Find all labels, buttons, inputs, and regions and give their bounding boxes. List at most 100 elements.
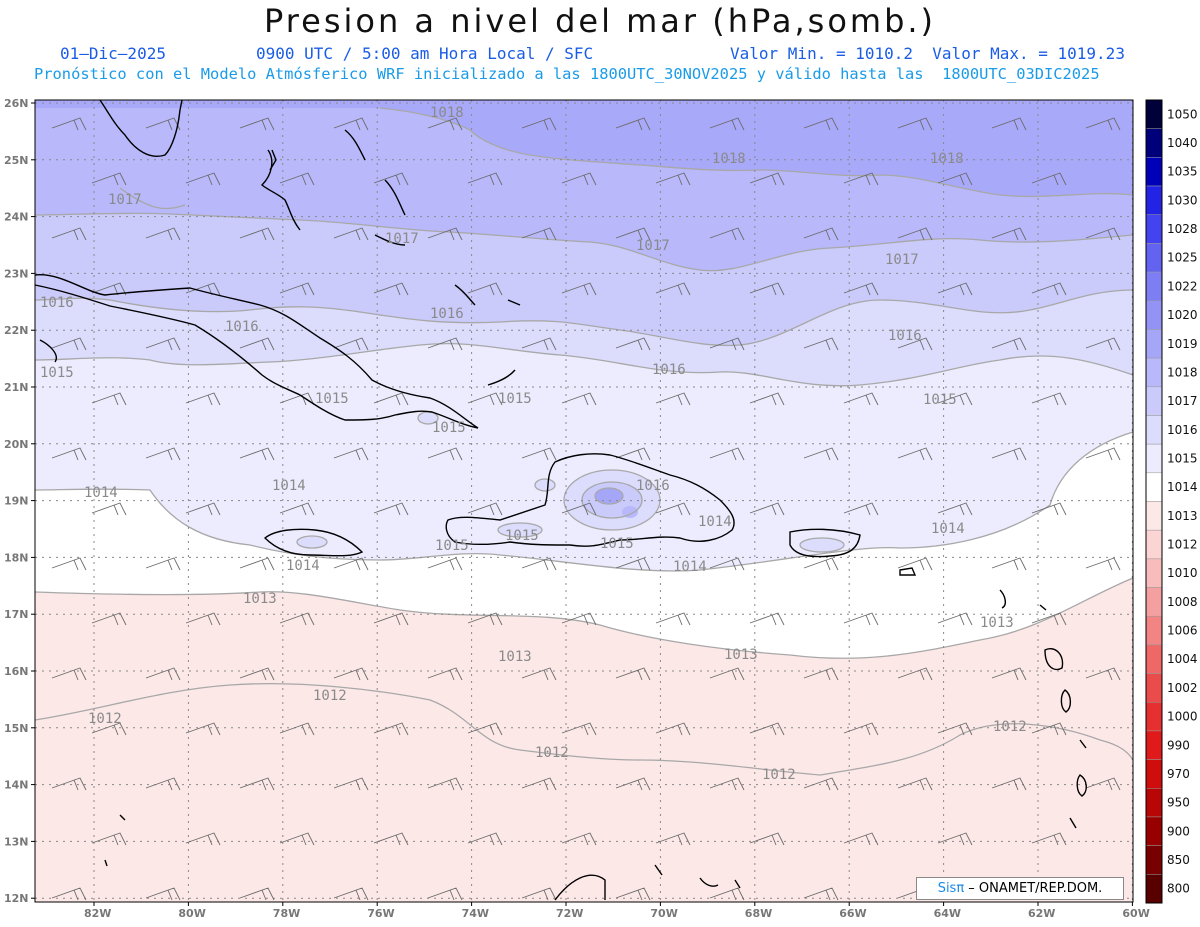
wind-barb xyxy=(843,392,879,406)
wind-barb xyxy=(1031,172,1067,186)
colorbar-swatch xyxy=(1145,644,1163,674)
wind-barb xyxy=(655,282,691,296)
min-max-values: Valor Min. = 1010.2 Valor Max. = 1019.23 xyxy=(730,44,1125,63)
colorbar-swatch xyxy=(1145,243,1163,273)
wind-barb xyxy=(279,502,315,516)
colorbar-swatch xyxy=(1145,300,1163,330)
lat-label: 12N xyxy=(4,892,29,905)
colorbar-swatch xyxy=(1145,529,1163,560)
wind-barb xyxy=(655,392,691,406)
colorbar-swatch xyxy=(1145,329,1163,359)
colorbar-label: 1002 xyxy=(1167,681,1198,695)
wind-barb xyxy=(937,172,973,186)
wind-barb xyxy=(749,282,785,296)
isobar-label: 1014 xyxy=(84,485,118,501)
wind-barb xyxy=(803,227,839,241)
isobar-label: 1017 xyxy=(885,252,919,268)
wind-barb xyxy=(145,337,181,351)
wind-barb xyxy=(427,447,463,461)
wind-barb xyxy=(51,777,87,791)
colorbar-swatch xyxy=(1145,874,1163,904)
lat-label: 22N xyxy=(4,324,29,337)
wind-barb xyxy=(279,282,315,296)
colorbar-swatch xyxy=(1145,357,1163,388)
lat-label: 24N xyxy=(4,211,29,224)
isobar-label: 1013 xyxy=(243,591,277,607)
lat-label: 23N xyxy=(4,267,29,280)
colorbar-label: 1040 xyxy=(1167,136,1198,150)
wind-barb xyxy=(333,557,369,571)
wind-barb xyxy=(655,172,691,186)
map-title: Presion a nivel del mar (hPa,somb.) xyxy=(263,2,937,40)
wind-barb xyxy=(185,172,221,186)
lon-label: 76W xyxy=(367,907,394,920)
colorbar-swatch xyxy=(1145,702,1163,732)
wind-barb xyxy=(561,172,597,186)
lat-label: 15N xyxy=(4,722,29,735)
isobar-label: 1015 xyxy=(600,536,634,552)
wind-barb xyxy=(897,557,933,571)
wind-barb xyxy=(333,227,369,241)
wind-barb xyxy=(145,557,181,571)
wind-barb xyxy=(373,612,409,626)
wind-barb xyxy=(1085,777,1121,791)
wind-barb xyxy=(239,337,275,351)
wind-barb xyxy=(467,502,503,516)
wind-barb xyxy=(749,832,785,846)
wind-barb xyxy=(991,227,1027,241)
wind-barb xyxy=(1031,392,1067,406)
lon-label: 60W xyxy=(1122,907,1149,920)
colorbar-label: 950 xyxy=(1167,796,1190,810)
wind-barb xyxy=(937,832,973,846)
colorbar-swatch xyxy=(1145,128,1163,158)
wind-barb xyxy=(239,887,275,901)
wind-barb xyxy=(937,722,973,736)
wind-barb xyxy=(803,887,839,901)
wind-barb xyxy=(937,392,973,406)
wind-barb xyxy=(279,722,315,736)
colorbar-swatch xyxy=(1145,615,1163,646)
colorbar-swatch xyxy=(1145,845,1163,875)
wind-barb xyxy=(561,722,597,736)
colorbar-label: 1018 xyxy=(1167,365,1198,379)
wind-barb xyxy=(333,117,369,131)
colorbar-swatch xyxy=(1145,788,1163,818)
wind-barb xyxy=(615,557,651,571)
wind-barb xyxy=(709,447,745,461)
wind-barb xyxy=(615,117,651,131)
isobar-label: 1013 xyxy=(498,649,532,665)
isobar-label: 1015 xyxy=(435,538,469,554)
isobar-label: 1017 xyxy=(385,231,419,247)
wind-barb xyxy=(279,832,315,846)
lat-label: 16N xyxy=(4,665,29,678)
colorbar-swatch xyxy=(1145,185,1163,215)
wind-barb xyxy=(51,667,87,681)
colorbar-label: 1019 xyxy=(1167,337,1198,351)
wind-barb xyxy=(185,722,221,736)
lat-label: 25N xyxy=(4,154,29,167)
colorbar-label: 1025 xyxy=(1167,251,1198,265)
wind-barb xyxy=(521,557,557,571)
isobar-label: 1012 xyxy=(88,711,122,727)
wind-barb xyxy=(709,337,745,351)
wind-barb xyxy=(803,447,839,461)
credit-box: Sisπ – ONAMET/REP.DOM. xyxy=(916,877,1124,900)
isobar-label: 1015 xyxy=(315,391,349,407)
wind-barb xyxy=(239,777,275,791)
wind-barb xyxy=(655,502,691,516)
colorbar-swatch xyxy=(1145,501,1163,531)
wind-barb xyxy=(803,337,839,351)
wind-barb xyxy=(561,832,597,846)
colorbar-label: 1028 xyxy=(1167,222,1198,236)
wind-barb xyxy=(333,777,369,791)
colorbar-label: 1012 xyxy=(1167,538,1198,552)
colorbar-swatch xyxy=(1145,759,1163,789)
wind-barb xyxy=(521,117,557,131)
colorbar-swatch xyxy=(1145,99,1163,129)
wind-barb xyxy=(467,282,503,296)
colorbar-label: 1004 xyxy=(1167,652,1198,666)
isobar-label: 1016 xyxy=(652,362,686,378)
isobar-label: 1014 xyxy=(286,558,320,574)
lon-label: 66W xyxy=(839,907,866,920)
wind-barb xyxy=(937,612,973,626)
